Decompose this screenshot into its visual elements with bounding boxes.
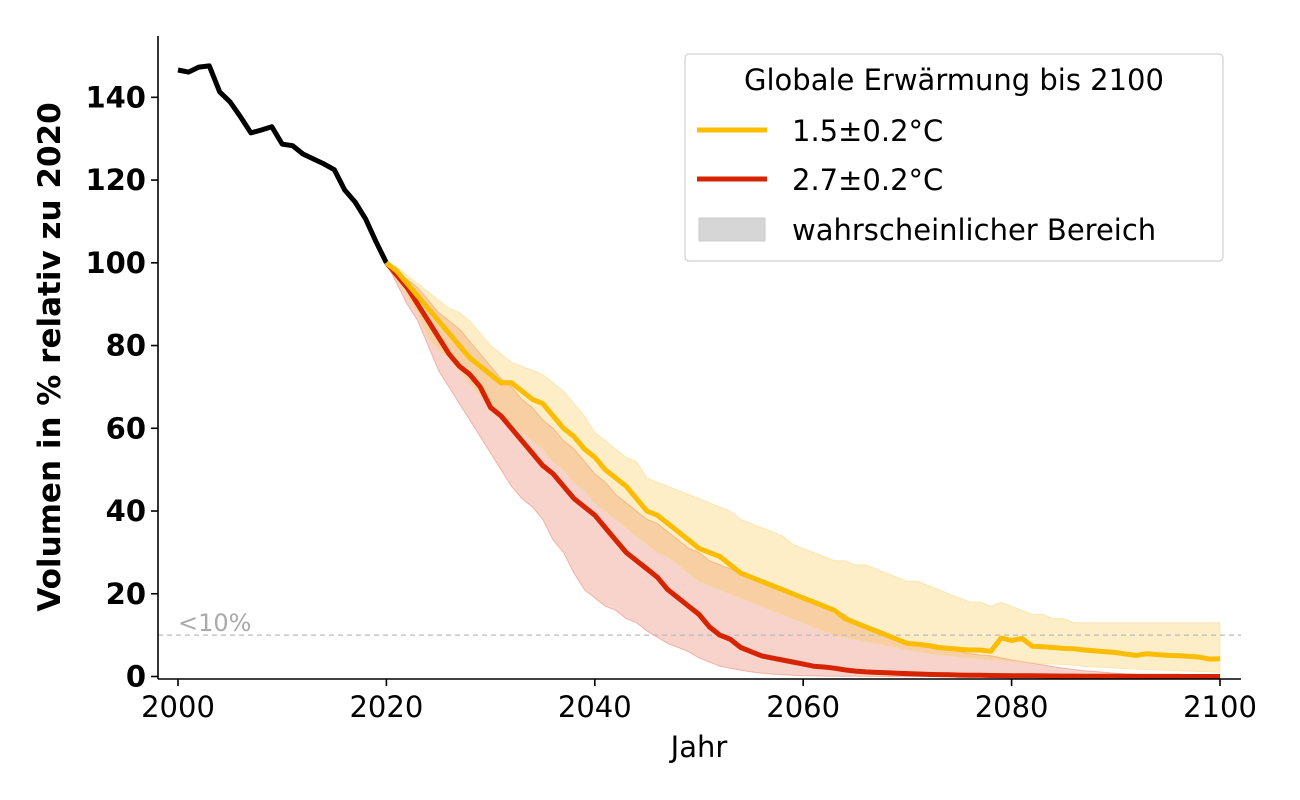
range-band-15: [385, 261, 1221, 673]
x-ticks: 2000 2020 2040 2060 2080 2100: [141, 679, 1257, 724]
legend-label-2-7c: 2.7±0.2°C: [792, 163, 943, 197]
x-tick-label: 2080: [975, 690, 1049, 724]
legend-swatch-range: [698, 217, 766, 242]
bands-layer: [385, 261, 1221, 677]
y-tick-label: 120: [85, 163, 146, 197]
threshold-label: <10%: [178, 609, 251, 637]
median-line-1-5c: [384, 260, 1221, 662]
historical-line: [177, 63, 389, 264]
legend-title: Globale Erwärmung bis 2100: [744, 63, 1164, 97]
y-tick-label: 0: [126, 660, 146, 694]
lines-layer: [177, 63, 1221, 679]
y-ticks: 0 20 40 60 80 100 120 140: [85, 80, 158, 694]
x-tick-label: 2100: [1183, 690, 1257, 724]
y-axis-label: Volumen in % relativ zu 2020: [32, 102, 68, 611]
x-axis-label: Jahr: [669, 730, 728, 764]
x-tick-label: 2020: [349, 690, 423, 724]
y-tick-label: 40: [106, 494, 146, 528]
median-line-2-7c: [384, 261, 1220, 679]
y-tick-label: 140: [85, 80, 146, 114]
legend-frame: [684, 53, 1224, 262]
y-tick-label: 100: [85, 246, 146, 280]
legend-label-range: wahrscheinlicher Bereich: [792, 213, 1156, 247]
x-tick-label: 2040: [558, 690, 632, 724]
y-tick-label: 60: [106, 411, 146, 445]
y-tick-label: 80: [106, 329, 146, 363]
x-tick-label: 2060: [766, 690, 840, 724]
legend-label-1-5c: 1.5±0.2°C: [792, 114, 943, 148]
legend: Globale Erwärmung bis 2100 1.5±0.2°C 2.7…: [684, 53, 1224, 262]
x-tick-label: 2000: [141, 690, 215, 724]
y-tick-label: 20: [106, 577, 146, 611]
